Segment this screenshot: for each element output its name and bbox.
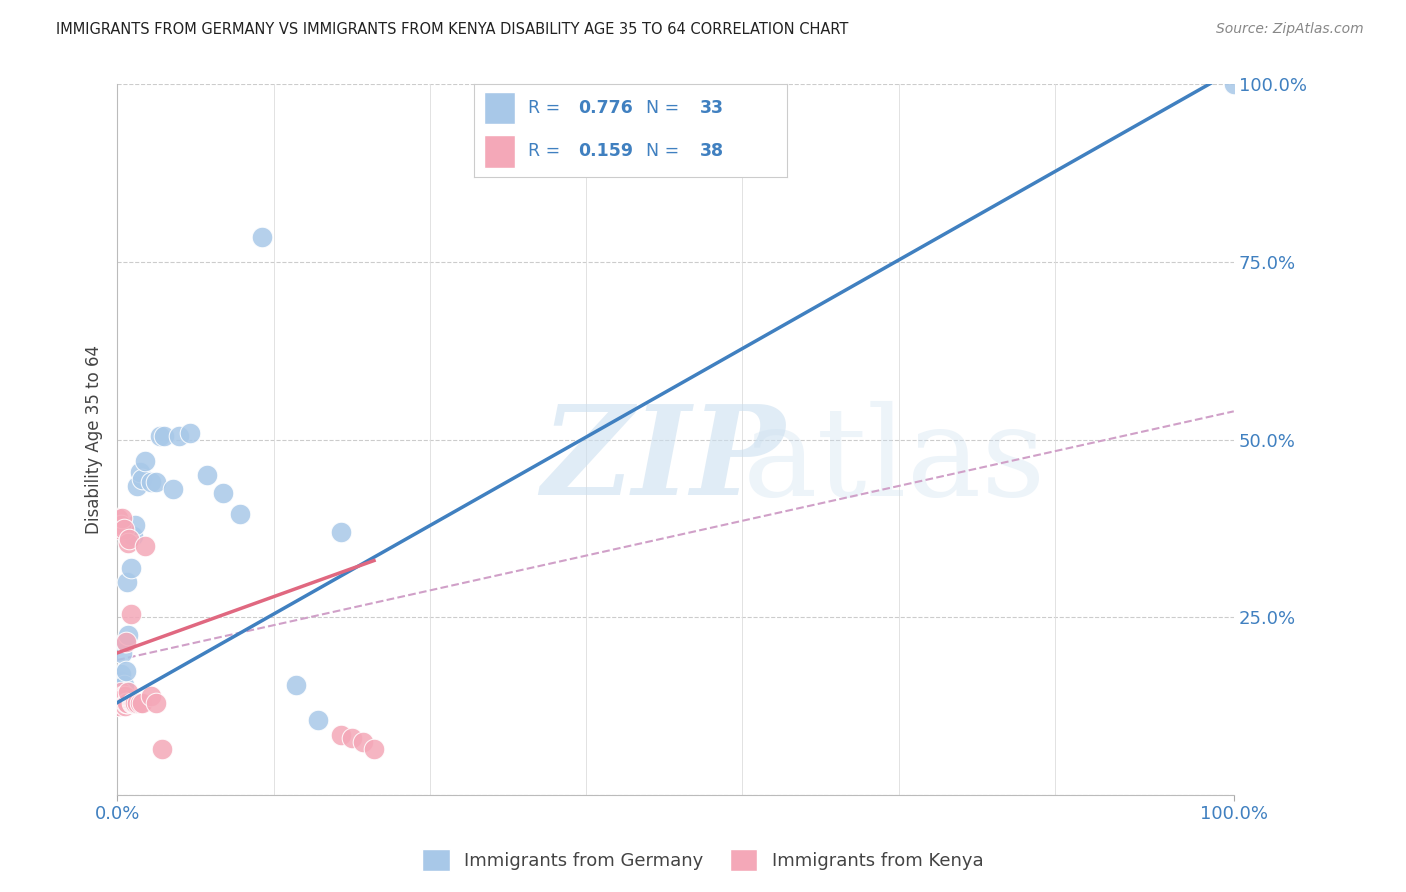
Point (107, 522, 129, 536)
Point (120, 607, 142, 621)
Point (352, 735, 374, 749)
Point (111, 689, 134, 703)
Point (110, 674, 132, 689)
Point (111, 646, 134, 660)
Text: IMMIGRANTS FROM GERMANY VS IMMIGRANTS FROM KENYA DISABILITY AGE 35 TO 64 CORRELA: IMMIGRANTS FROM GERMANY VS IMMIGRANTS FR… (56, 22, 849, 37)
Point (167, 429, 190, 443)
Point (131, 696, 153, 710)
Point (363, 742, 385, 756)
Point (115, 635, 138, 649)
Point (107, 696, 129, 710)
Point (139, 689, 162, 703)
Point (110, 518, 132, 533)
Point (108, 699, 131, 714)
Point (149, 429, 172, 443)
Point (122, 696, 145, 710)
Point (120, 560, 142, 574)
Point (195, 468, 218, 483)
Point (127, 479, 149, 493)
Point (134, 539, 156, 553)
Point (329, 525, 352, 540)
Point (115, 696, 138, 710)
Point (131, 472, 153, 486)
Point (145, 696, 167, 710)
Point (127, 696, 149, 710)
Point (121, 696, 143, 710)
Text: atlas: atlas (742, 401, 1046, 522)
Point (112, 678, 135, 692)
Point (124, 518, 146, 533)
Point (118, 533, 141, 547)
Point (114, 635, 136, 649)
Point (307, 714, 329, 728)
Text: ZIP: ZIP (541, 401, 785, 522)
Point (111, 696, 134, 710)
Point (117, 536, 139, 550)
Point (145, 475, 167, 490)
Point (124, 696, 146, 710)
Point (111, 689, 134, 703)
Point (115, 574, 138, 589)
Point (128, 696, 150, 710)
Point (121, 696, 143, 710)
Point (117, 628, 139, 642)
Y-axis label: Disability Age 35 to 64: Disability Age 35 to 64 (86, 345, 103, 534)
Point (115, 696, 138, 710)
Point (1223, 78, 1246, 92)
Point (139, 475, 162, 490)
Legend: Immigrants from Germany, Immigrants from Kenya: Immigrants from Germany, Immigrants from… (415, 842, 991, 879)
Point (115, 664, 138, 678)
Point (340, 731, 363, 746)
Text: Source: ZipAtlas.com: Source: ZipAtlas.com (1216, 22, 1364, 37)
Point (284, 678, 307, 692)
Point (111, 511, 134, 525)
Point (252, 230, 274, 244)
Point (117, 685, 139, 699)
Point (114, 689, 136, 703)
Point (107, 511, 129, 525)
Point (110, 685, 132, 699)
Point (111, 692, 134, 706)
Point (153, 429, 176, 443)
Point (121, 529, 143, 543)
Point (110, 696, 132, 710)
Point (112, 522, 135, 536)
Point (179, 425, 201, 440)
Point (212, 486, 235, 500)
Point (128, 465, 150, 479)
Point (107, 685, 129, 699)
Point (150, 742, 173, 756)
Point (329, 728, 352, 742)
Point (229, 508, 252, 522)
Point (112, 696, 135, 710)
Point (108, 678, 131, 692)
Point (114, 699, 136, 714)
Point (108, 689, 131, 703)
Point (134, 454, 156, 468)
Point (110, 667, 132, 681)
Point (162, 483, 184, 497)
